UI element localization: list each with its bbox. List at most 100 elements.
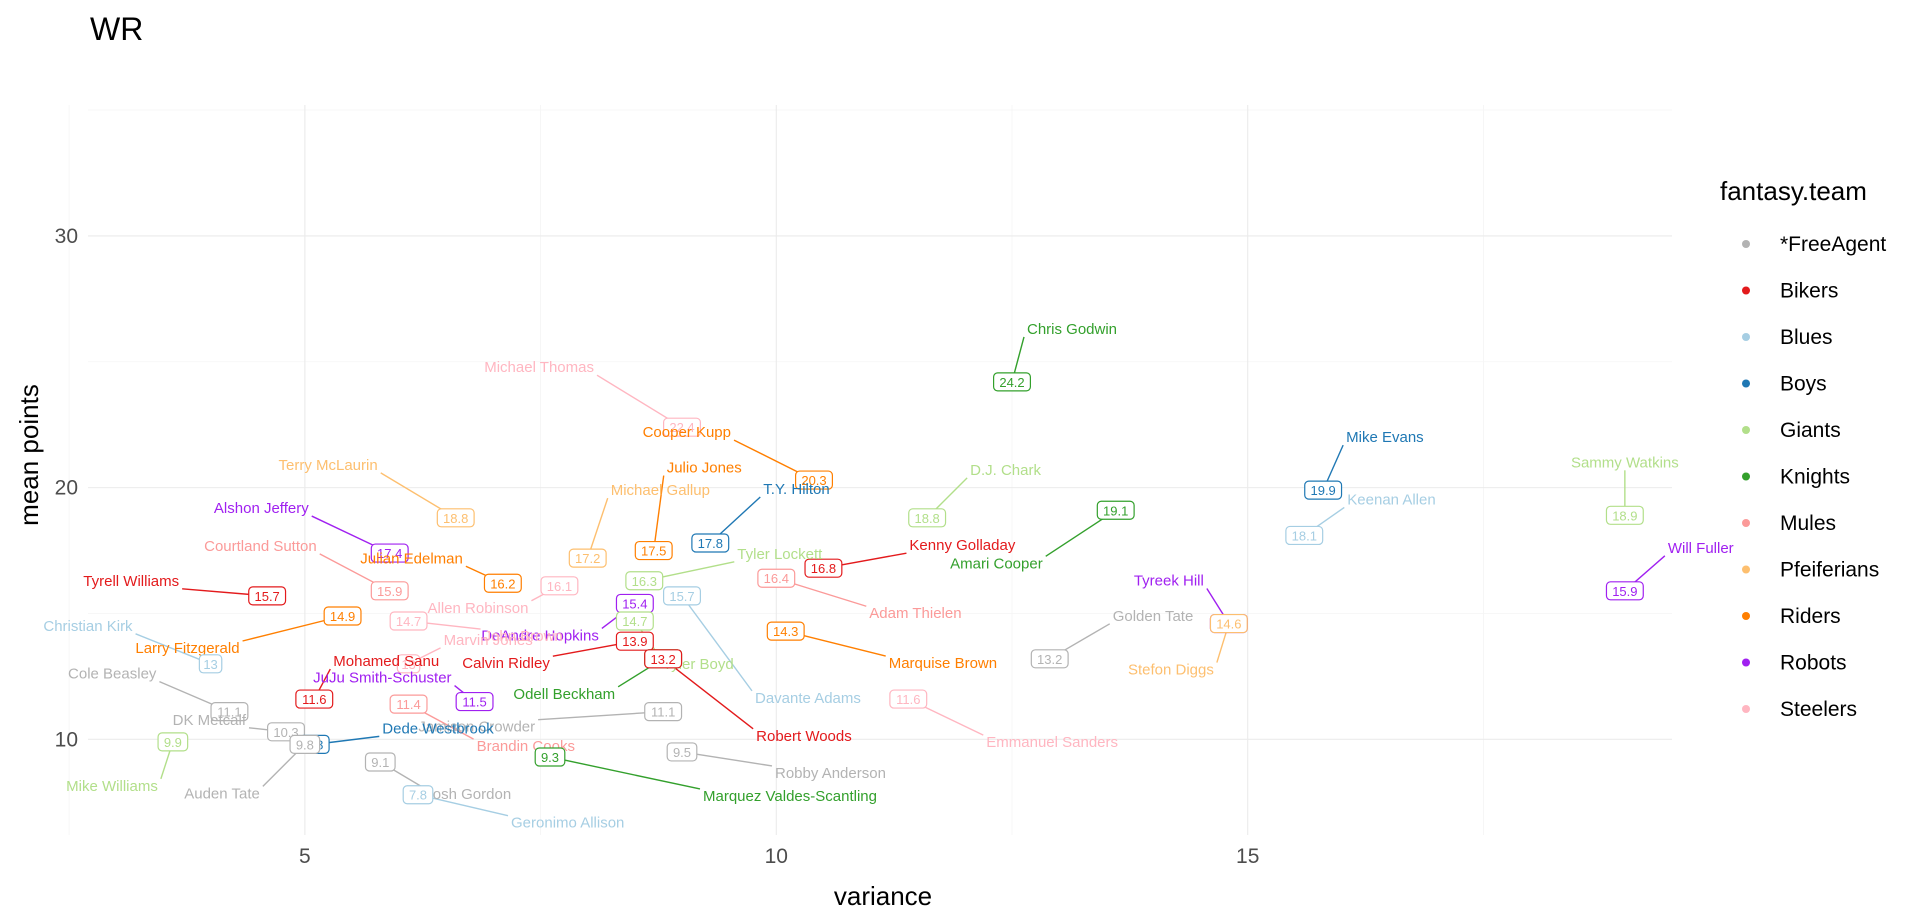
value-label: 15.7: [669, 589, 694, 604]
player-name-label: Courtland Sutton: [204, 538, 317, 555]
value-label-box: [1030, 649, 1069, 669]
value-label-box: [323, 606, 362, 626]
data-point: 9.5 Robby Anderson: [666, 742, 886, 782]
x-tick-label: 15: [1236, 845, 1259, 868]
data-point: 17.4 Alshon Jeffery: [214, 500, 409, 563]
player-name-label: Mike Williams: [66, 778, 158, 795]
value-label-box: [1605, 505, 1644, 525]
legend-label: Robots: [1780, 652, 1847, 675]
value-label: 14.6: [1216, 617, 1241, 632]
data-point: 22.4 Michael Thomas: [484, 359, 701, 437]
legend-label: Blues: [1780, 326, 1833, 349]
y-tick-label: 20: [55, 477, 78, 500]
player-name-label: Allen Robinson: [428, 600, 529, 617]
value-label: 14.7: [396, 614, 421, 629]
player-name-label: DeAndre Hopkins: [481, 627, 599, 644]
data-point: 15.7 Tyrell Williams: [83, 573, 287, 606]
value-label-box: [568, 548, 607, 568]
player-name-label: Chris Godwin: [1027, 321, 1117, 338]
leader-line: [653, 475, 665, 551]
value-label: 20.3: [801, 473, 826, 488]
data-point: 11.1 Cole Beasley: [68, 666, 249, 722]
leader-line: [681, 595, 753, 692]
value-label: 15.9: [377, 584, 402, 599]
value-label: 16.1: [547, 579, 572, 594]
player-name-label: JuJu Smith-Schuster: [313, 670, 451, 687]
data-point: 14.6 Stefon Diggs: [1128, 613, 1248, 679]
data-point: 9.9 Mike Williams: [66, 732, 189, 795]
value-label: 9.3: [541, 750, 559, 765]
data-point: 13 Marvin Jones: [396, 632, 533, 674]
value-label-box: [295, 689, 334, 709]
player-name-label: Robby Anderson: [775, 765, 886, 782]
data-point: 13.9 Calvin Ridley: [462, 631, 654, 672]
legend-key: [1742, 658, 1750, 667]
value-label-box: [370, 543, 409, 563]
value-label-box: [634, 540, 673, 561]
legend-label: Mules: [1780, 512, 1836, 535]
player-name-label: T.Y. Hilton: [763, 481, 829, 498]
player-name-label: Amari Cooper: [950, 555, 1043, 572]
value-label-box: [540, 576, 579, 596]
y-axis-title: mean points: [14, 384, 44, 526]
value-label: 9.1: [371, 755, 389, 770]
player-name-label: D.J. Chark: [970, 462, 1041, 479]
value-label: 9.9: [164, 735, 182, 750]
value-label-box: [908, 508, 947, 528]
value-label-box: [534, 747, 566, 767]
value-label: 13.2: [650, 652, 675, 667]
leader-line: [135, 633, 211, 665]
legend-key: [1742, 286, 1750, 295]
data-point: 24.2 Chris Godwin: [992, 321, 1117, 392]
player-name-label: Robert Woods: [756, 728, 852, 745]
data-point: 11.1 Jamison Crowder: [418, 702, 683, 736]
data-point: 11.6 Mohamed Sanu: [295, 653, 439, 709]
player-name-label: DK Metcalf: [173, 712, 247, 729]
legend-label: Giants: [1780, 419, 1841, 442]
player-name-label: Michael Thomas: [484, 359, 594, 376]
data-point: 14.9 Larry Fitzgerald: [135, 606, 362, 657]
value-label-box: [644, 702, 683, 722]
value-label-box: [644, 649, 683, 669]
value-label-box: [248, 586, 287, 606]
data-point: 16.8 Kenny Golladay: [804, 537, 1016, 578]
leader-line: [549, 756, 701, 790]
data-point: 9.8 Auden Tate: [184, 734, 321, 802]
player-name-label: Alshon Jeffery: [214, 500, 309, 517]
data-point: 15.9 Courtland Sutton: [204, 538, 409, 601]
legend-label: Pfeiferians: [1780, 559, 1879, 582]
value-label-box: [1285, 525, 1324, 546]
data-point: 9.3 Marquez Valdes-Scantling: [534, 747, 877, 805]
player-name-label: John Brown: [484, 628, 563, 645]
value-label: 9.5: [673, 745, 691, 760]
player-name-label: Golden Tate: [1113, 608, 1194, 625]
legend-key: [1742, 333, 1750, 341]
value-label-box: [289, 734, 321, 754]
data-point: 15.7 Davante Adams: [662, 586, 861, 707]
value-label: 14.7: [622, 614, 647, 629]
value-label-box: [662, 417, 701, 437]
player-name-label: Sammy Watkins: [1571, 454, 1679, 471]
player-name-label: Dede Westbrook: [382, 720, 494, 737]
value-label: 13.9: [622, 634, 647, 649]
player-name-label: Cole Beasley: [68, 666, 157, 683]
value-label: 11.1: [217, 705, 241, 720]
value-label: 16.2: [490, 576, 515, 591]
value-label: 11.5: [462, 695, 486, 710]
legend-key: [1742, 705, 1750, 713]
value-label: 13: [401, 657, 415, 672]
value-label: 19.1: [1103, 503, 1128, 518]
data-point: 11.5 JuJu Smith-Schuster: [313, 670, 494, 712]
y-tick-label: 30: [55, 225, 78, 248]
leader-line: [587, 497, 609, 559]
data-point: 10.3DK Metcalf: [173, 712, 306, 742]
value-label-box: [757, 568, 796, 588]
player-name-label: Emmanuel Sanders: [986, 734, 1118, 751]
player-name-label: Terry McLaurin: [279, 457, 378, 474]
value-label-box: [666, 742, 698, 762]
data-point: 16.3 Tyler Lockett: [625, 546, 823, 591]
value-label: 9.8: [296, 737, 314, 752]
y-tick-label: 10: [55, 728, 78, 751]
data-point: 18.1 Keenan Allen: [1285, 491, 1436, 546]
